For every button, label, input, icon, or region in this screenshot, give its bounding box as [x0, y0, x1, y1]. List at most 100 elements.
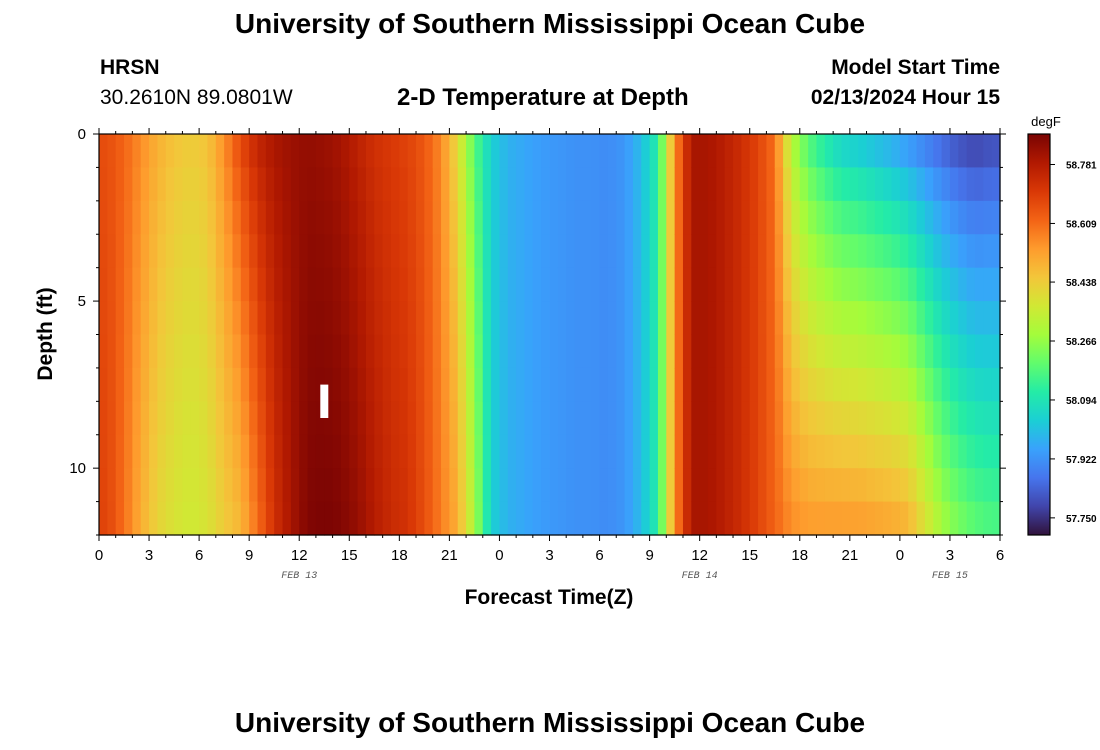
heatmap-cell: [416, 134, 425, 169]
heatmap-cell: [349, 334, 359, 369]
heatmap-cell: [115, 434, 125, 469]
heatmap-cell: [549, 401, 559, 436]
heatmap-cell: [365, 134, 375, 169]
heatmap-cell: [374, 167, 384, 202]
heatmap-cell: [315, 501, 325, 536]
heatmap-cell: [899, 301, 909, 336]
heatmap-cell: [399, 167, 409, 202]
heatmap-cell: [966, 234, 976, 269]
heatmap-cell: [541, 401, 551, 436]
heatmap-cell: [374, 301, 384, 336]
heatmap-cell: [224, 200, 234, 235]
heatmap-cell: [874, 200, 884, 235]
model-start-label: Model Start Time: [831, 56, 1000, 79]
heatmap-cell: [974, 134, 984, 169]
heatmap-cell: [299, 301, 309, 336]
heatmap-cell: [257, 367, 267, 402]
heatmap-cell: [374, 501, 384, 536]
heatmap-cell: [332, 134, 342, 169]
heatmap-cell: [265, 468, 275, 503]
heatmap-cell: [891, 367, 901, 402]
heatmap-cell: [357, 167, 367, 202]
heatmap-cell: [783, 267, 793, 302]
heatmap-cell: [883, 334, 893, 369]
heatmap-cell: [516, 468, 526, 503]
heatmap-cell: [149, 267, 158, 302]
heatmap-cell: [899, 167, 909, 202]
heatmap-cell: [432, 301, 442, 336]
heatmap-cell: [215, 468, 225, 503]
heatmap-cell: [874, 167, 884, 202]
heatmap-cell: [290, 301, 300, 336]
heatmap-cell: [99, 267, 108, 302]
heatmap-cell: [107, 134, 117, 169]
heatmap-cell: [899, 367, 909, 402]
heatmap-cell: [699, 334, 709, 369]
heatmap-cell: [916, 501, 926, 536]
heatmap-cell: [340, 367, 350, 402]
heatmap-cell: [274, 434, 284, 469]
heatmap-cell: [874, 301, 884, 336]
heatmap-cell: [866, 200, 876, 235]
heatmap-cell: [774, 134, 784, 169]
heatmap-cell: [224, 401, 234, 436]
x-tick-label: 15: [341, 547, 358, 564]
heatmap-cell: [624, 401, 634, 436]
heatmap-cell: [157, 334, 167, 369]
heatmap-cell: [874, 468, 884, 503]
heatmap-cell: [190, 134, 200, 169]
heatmap-cell: [808, 301, 818, 336]
heatmap-cell: [357, 200, 367, 235]
heatmap-cell: [824, 401, 834, 436]
heatmap-cell: [149, 468, 158, 503]
heatmap-cell: [599, 301, 609, 336]
heatmap-cell: [758, 167, 767, 202]
heatmap-cell: [841, 167, 851, 202]
heatmap-cell: [624, 167, 634, 202]
heatmap-cell: [182, 134, 192, 169]
heatmap-cell: [841, 401, 851, 436]
heatmap-cell: [315, 301, 325, 336]
heatmap-cell: [224, 334, 234, 369]
heatmap-cell: [232, 501, 242, 536]
heatmap-cell: [766, 367, 776, 402]
heatmap-cell: [432, 401, 442, 436]
heatmap-cell: [315, 234, 325, 269]
heatmap-cell: [441, 401, 450, 436]
heatmap-cell: [874, 234, 884, 269]
heatmap-cell: [582, 367, 592, 402]
heatmap-cell: [282, 334, 292, 369]
heatmap-cell: [424, 134, 434, 169]
heatmap-cell: [758, 434, 767, 469]
heatmap-cell: [332, 200, 342, 235]
heatmap-cell: [774, 200, 784, 235]
heatmap-cell: [374, 134, 384, 169]
heatmap-cell: [466, 167, 476, 202]
heatmap-cell: [916, 267, 926, 302]
heatmap-cell: [274, 468, 284, 503]
x-tick-label: 18: [391, 547, 408, 564]
heatmap-cell: [107, 501, 117, 536]
heatmap-cell: [357, 134, 367, 169]
heatmap-cell: [582, 267, 592, 302]
heatmap-cell: [674, 501, 684, 536]
heatmap-cell: [983, 267, 993, 302]
heatmap-cell: [916, 134, 926, 169]
heatmap-cell: [115, 200, 125, 235]
heatmap-cell: [557, 434, 567, 469]
heatmap-cell: [132, 234, 142, 269]
heatmap-cell: [724, 200, 734, 235]
heatmap-cell: [315, 134, 325, 169]
heatmap-cell: [941, 234, 951, 269]
heatmap-cell: [674, 134, 684, 169]
heatmap-cell: [749, 401, 759, 436]
station-coordinates: 30.2610N 89.0801W: [100, 86, 293, 109]
heatmap-cell: [849, 501, 859, 536]
heatmap-cell: [149, 301, 158, 336]
heatmap-cell: [382, 334, 392, 369]
heatmap-cell: [799, 334, 809, 369]
heatmap-cell: [766, 301, 776, 336]
heatmap-cell: [774, 167, 784, 202]
heatmap-cell: [699, 367, 709, 402]
heatmap-cell: [107, 468, 117, 503]
